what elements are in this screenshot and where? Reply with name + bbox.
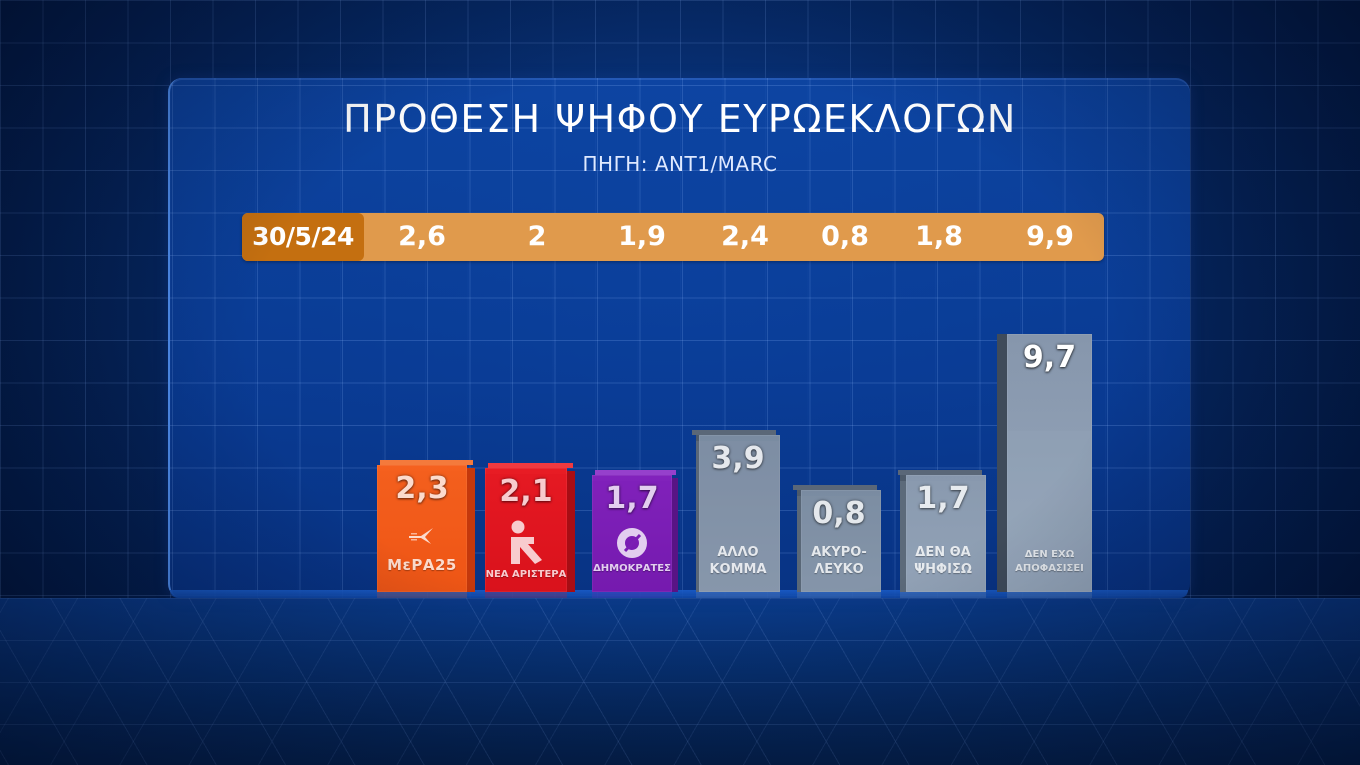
- bar-label: ΜεΡΑ25: [387, 556, 457, 574]
- prev-value-akyro-lefko: 0,8: [821, 221, 869, 252]
- chart-title: ΠΡΟΘΕΣΗ ΨΗΦΟΥ ΕΥΡΩΕΚΛΟΓΩΝ: [343, 97, 1017, 141]
- bar-label: ΝΕΑ ΑΡΙΣΤΕΡΑ: [485, 569, 567, 580]
- prev-value-nea-aristera: 2: [527, 221, 547, 252]
- bar-dimokrates: 1,7 ΔΗΜΟΚΡΑΤΕΣ: [592, 470, 678, 592]
- bar-value: 1,7: [605, 481, 659, 516]
- bar-label: ΔΗΜΟΚΡΑΤΕΣ: [593, 563, 671, 574]
- bar-akyro-lefko: 0,8 ΑΚΥΡΟ- ΛΕΥΚΟ: [793, 485, 881, 592]
- previous-poll-date: 30/5/24: [242, 213, 364, 261]
- bar-value: 0,8: [812, 496, 866, 531]
- prev-value-den-tha-psifiso: 1,8: [915, 221, 963, 252]
- bar-value: 9,7: [1022, 340, 1077, 375]
- prev-value-den-exo-apofasisei: 9,9: [1026, 221, 1074, 252]
- bar-label: ΔΕΝ ΘΑ ΨΗΦΙΣΩ: [914, 545, 972, 577]
- bar-label: ΑΛΛΟ ΚΟΜΜΑ: [709, 545, 767, 577]
- bar-den-exo-apofasisei: 9,7 ΔΕΝ ΕΧΩ ΑΠΟΦΑΣΙΣΕΙ: [997, 334, 1092, 592]
- bar-den-tha-psifiso: 1,7 ΔΕΝ ΘΑ ΨΗΦΙΣΩ: [898, 470, 986, 592]
- bar-allo-komma: 3,9 ΑΛΛΟ ΚΟΜΜΑ: [692, 430, 780, 592]
- bar-value: 2,3: [395, 471, 449, 506]
- nea-aristera-logo-icon: [485, 520, 567, 568]
- prev-value-dimokrates: 1,9: [618, 221, 666, 252]
- dimokrates-logo-icon: [592, 527, 672, 563]
- bar-nea-aristera: 2,1 ΝΕΑ ΑΡΙΣΤΕΡΑ: [485, 463, 575, 592]
- prev-value-allo-komma: 2,4: [721, 221, 769, 252]
- swallow-logo-icon: [377, 527, 467, 549]
- floor-reflection-surface: [0, 598, 1360, 765]
- prev-value-mera25: 2,6: [398, 221, 446, 252]
- bar-value: 1,7: [916, 481, 970, 516]
- bar-mera25: 2,3 ΜεΡΑ25: [377, 460, 475, 592]
- bar-label: ΑΚΥΡΟ- ΛΕΥΚΟ: [811, 545, 867, 577]
- chart-source: ΠΗΓΗ: ANT1/MARC: [582, 152, 778, 176]
- bar-value: 2,1: [499, 474, 553, 509]
- bar-value: 3,9: [711, 441, 765, 476]
- bar-label: ΔΕΝ ΕΧΩ ΑΠΟΦΑΣΙΣΕΙ: [1015, 549, 1084, 574]
